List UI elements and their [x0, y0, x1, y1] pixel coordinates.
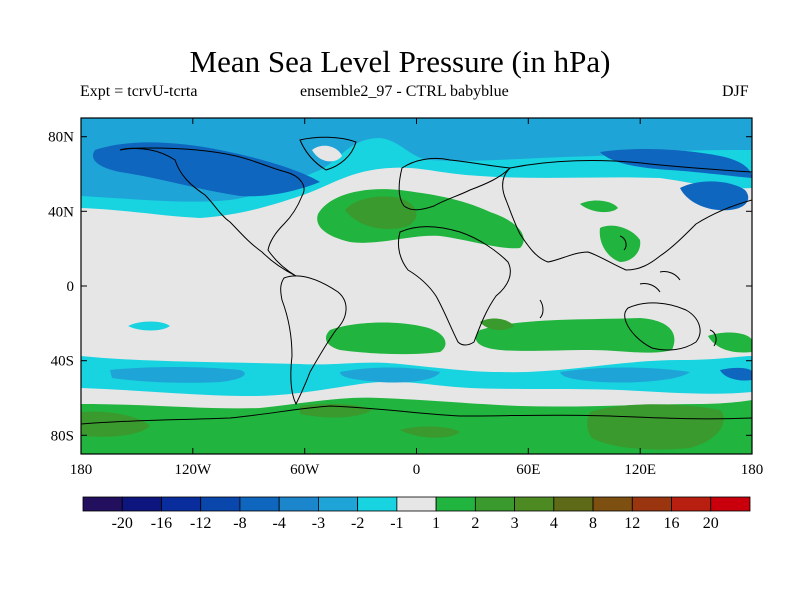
- colorbar-label: 4: [550, 515, 558, 532]
- colorbar-box: [278, 496, 319, 512]
- colorbar-box: [710, 496, 751, 512]
- coast-antarctica: [81, 405, 752, 425]
- season-label: DJF: [722, 83, 749, 100]
- colorbar-box: [318, 496, 359, 512]
- coast-north-america: [119, 147, 305, 277]
- colorbar-box: [161, 496, 202, 512]
- coast-asia: [502, 160, 752, 271]
- lon-label-180e: 180: [741, 462, 764, 478]
- colorbar-label: -3: [312, 515, 325, 532]
- latitude-axis: 80N 40N 0 40S 80S: [48, 130, 752, 444]
- experiment-label: Expt = tcrvU-tcrta: [80, 83, 198, 100]
- indian-ocean-high: [475, 318, 675, 353]
- colorbar-box: [82, 496, 123, 512]
- lat-label-40S: 40S: [51, 354, 74, 370]
- plot-title: Mean Sea Level Pressure (in hPa): [189, 44, 611, 79]
- colorbar-label: -2: [351, 515, 364, 532]
- colorbar-box: [121, 496, 162, 512]
- colorbar-label: 16: [664, 515, 680, 532]
- antarctic-core-4: [400, 426, 460, 438]
- greenland-negative-gap: [312, 145, 342, 162]
- colorbar-label: -4: [273, 515, 286, 532]
- colorbar-label: 12: [624, 515, 640, 532]
- lon-label-60E: 60E: [516, 462, 540, 478]
- lat-label-40N: 40N: [48, 204, 74, 220]
- east-asia-high: [599, 225, 641, 262]
- coast-greenland: [299, 136, 357, 171]
- colorbar-label: 3: [511, 515, 519, 532]
- colorbar-box: [631, 496, 672, 512]
- colorbar-box: [396, 496, 437, 512]
- north-pacific-small-high: [580, 200, 618, 213]
- lat-label-0: 0: [67, 279, 75, 295]
- colorbar-label: 20: [703, 515, 719, 532]
- coast-south-america: [280, 275, 347, 406]
- lon-label-60W: 60W: [290, 462, 320, 478]
- ensemble-label: ensemble2_97 - CTRL babyblue: [300, 83, 509, 100]
- colorbar-box: [357, 496, 398, 512]
- lat-label-80N: 80N: [48, 130, 74, 146]
- lat-label-80S: 80S: [51, 428, 74, 444]
- coastlines: [81, 136, 752, 425]
- lon-label-180w: 180: [70, 462, 93, 478]
- southern-ocean-core-2: [340, 367, 440, 383]
- siberian-low: [600, 149, 752, 178]
- antarctic-high: [81, 397, 752, 454]
- colorbar: -20 -16 -12 -8 -4 -3 -2 -1 1 2 3 4 8 12 16 20: [82, 496, 751, 532]
- colorbar-label: -20: [112, 515, 133, 532]
- colorbar-label: 8: [589, 515, 597, 532]
- colorbar-box: [474, 496, 515, 512]
- colorbar-label: 2: [471, 515, 479, 532]
- south-pacific-small-low: [128, 321, 170, 331]
- coast-australia: [624, 302, 701, 351]
- north-atlantic-core: [345, 196, 417, 229]
- lon-label-0: 0: [413, 462, 421, 478]
- coast-islands: [539, 235, 717, 347]
- southern-ocean-core-3: [560, 367, 690, 383]
- colorbar-box: [514, 496, 555, 512]
- south-atlantic-high: [325, 322, 446, 355]
- west-pacific-low: [680, 181, 749, 211]
- antarctic-core-1: [81, 411, 150, 437]
- colorbar-box: [200, 496, 241, 512]
- longitude-axis: 180 120W 60W 0 60E 120E 180: [70, 118, 764, 478]
- pacific-na-low: [92, 142, 320, 197]
- colorbar-box: [239, 496, 280, 512]
- coast-europe: [398, 157, 512, 211]
- lon-label-120W: 120W: [174, 462, 212, 478]
- southern-ocean-core-4: [720, 367, 752, 381]
- colorbar-box: [671, 496, 712, 512]
- colorbar-label: 1: [432, 515, 440, 532]
- colorbar-label: -16: [151, 515, 172, 532]
- colorbar-label: -1: [390, 515, 403, 532]
- colorbar-label: -8: [233, 515, 246, 532]
- antarctic-core-3: [587, 404, 724, 450]
- colorbar-box: [553, 496, 594, 512]
- colorbar-label: -12: [190, 515, 211, 532]
- anomaly-field: [81, 118, 752, 454]
- southern-ocean-core-1: [110, 367, 245, 383]
- lon-label-120E: 120E: [624, 462, 656, 478]
- coast-africa: [397, 226, 511, 346]
- pacific-south-high: [708, 332, 752, 353]
- colorbar-box: [435, 496, 476, 512]
- indian-ocean-core: [480, 318, 514, 331]
- colorbar-box: [592, 496, 633, 512]
